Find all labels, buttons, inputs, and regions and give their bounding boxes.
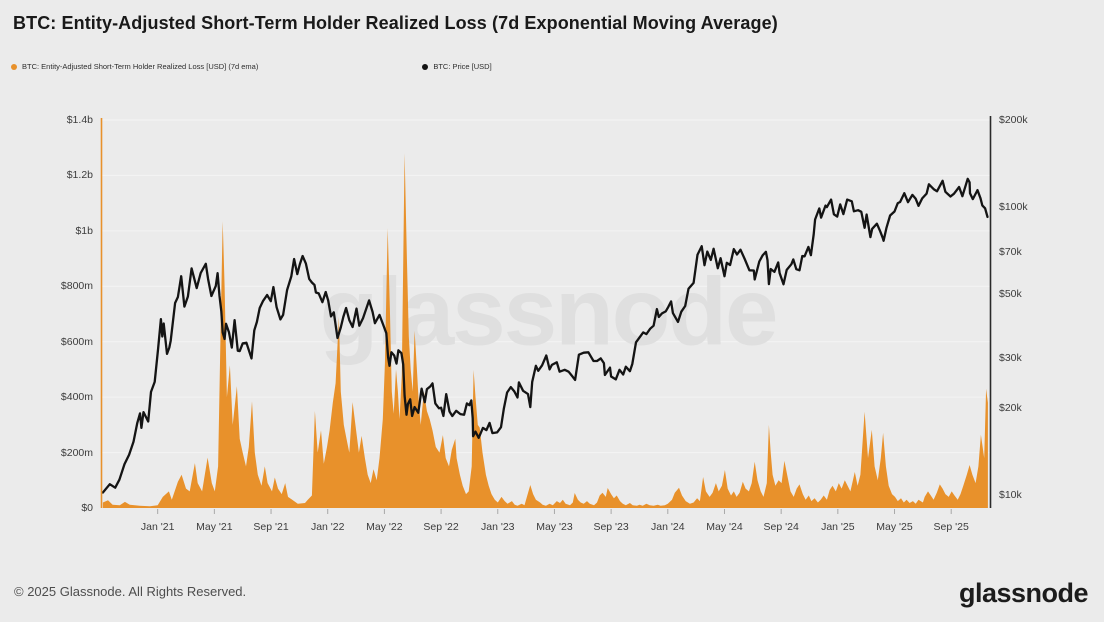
footer: © 2025 Glassnode. All Rights Reserved. g… — [0, 570, 1104, 622]
x-tick-label: Jan '25 — [821, 521, 855, 533]
x-tick-label: May '22 — [366, 521, 403, 533]
x-tick-label: Jan '24 — [651, 521, 685, 533]
glassnode-watermark: glassnode — [320, 259, 777, 366]
y-right-tick-label: $70k — [999, 245, 1022, 258]
y-left-tick-label: $0 — [81, 502, 93, 514]
legend-swatch-black-icon — [422, 63, 429, 70]
chart-legend: BTC: Entity-Adjusted Short-Term Holder R… — [11, 62, 492, 71]
y-left-tick-label: $200m — [60, 446, 93, 459]
page-title: BTC: Entity-Adjusted Short-Term Holder R… — [13, 13, 778, 33]
x-tick-label: May '23 — [536, 521, 573, 533]
glassnode-logo: glassnode — [958, 578, 1089, 608]
y-left-tick-label: $1b — [75, 224, 93, 237]
copyright-text: © 2025 Glassnode. All Rights Reserved. — [14, 584, 247, 599]
x-tick-label: Sep '22 — [423, 521, 459, 533]
y-left-tick-label: $1.2b — [66, 169, 93, 182]
y-left-tick-label: $800m — [60, 280, 93, 293]
legend-label-realized-loss: BTC: Entity-Adjusted Short-Term Holder R… — [22, 62, 259, 71]
y-left-tick-label: $400m — [60, 391, 93, 404]
x-tick-label: May '21 — [196, 521, 233, 533]
x-tick-label: Sep '24 — [763, 521, 799, 533]
x-tick-label: Jan '22 — [310, 521, 345, 533]
legend-item-price[interactable]: BTC: Price [USD] — [422, 62, 492, 71]
x-tick-label: May '24 — [706, 521, 743, 533]
legend-item-realized-loss[interactable]: BTC: Entity-Adjusted Short-Term Holder R… — [11, 62, 258, 71]
legend-label-price: BTC: Price [USD] — [433, 62, 492, 71]
price-line — [101, 177, 989, 494]
y-right-tick-label: $50k — [999, 287, 1022, 300]
y-left-tick-label: $600m — [60, 335, 93, 348]
x-tick-label: May '25 — [876, 521, 913, 533]
y-right-tick-label: $20k — [999, 402, 1022, 415]
x-tick-label: Sep '21 — [253, 521, 289, 533]
x-tick-label: Jan '23 — [480, 521, 515, 533]
y-right-tick-label: $30k — [999, 351, 1022, 364]
y-right-tick-label: $100k — [999, 201, 1028, 213]
x-tick-label: Sep '25 — [933, 521, 969, 533]
legend-swatch-orange-icon — [11, 63, 17, 70]
x-tick-label: Jan '21 — [140, 521, 175, 533]
y-right-tick-label: $200k — [999, 114, 1028, 127]
y-right-tick-label: $10k — [999, 489, 1022, 501]
x-tick-label: Sep '23 — [593, 521, 629, 533]
y-left-tick-label: $1.4b — [66, 114, 93, 126]
